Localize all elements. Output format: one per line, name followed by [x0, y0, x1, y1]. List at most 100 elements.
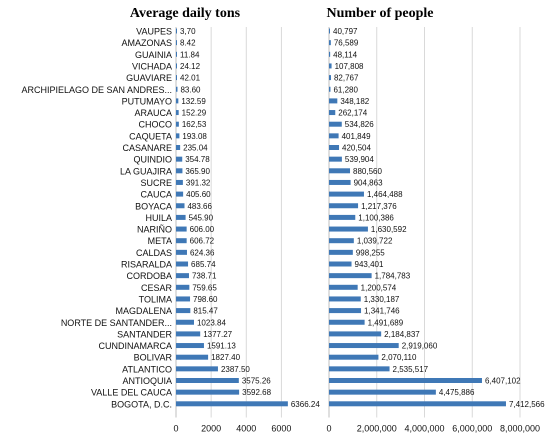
category-label: ARCHIPIELAGO DE SAN ANDRES... [21, 85, 172, 95]
bar [176, 366, 218, 372]
data-label: 1,039,722 [357, 237, 393, 246]
bar [176, 145, 181, 150]
data-label: 193.08 [182, 132, 207, 141]
data-label: 1023.84 [197, 318, 226, 327]
data-label: 606.00 [190, 225, 215, 234]
bar [176, 214, 186, 220]
data-label: 545.90 [189, 213, 214, 222]
bar [176, 40, 177, 46]
data-label: 152.29 [182, 109, 207, 118]
x-tick-label: 8,000,000 [500, 423, 540, 433]
data-label: 162,53 [182, 120, 207, 129]
data-label: 235.04 [183, 144, 208, 153]
data-label: 904,863 [354, 178, 383, 187]
data-label: 82,767 [334, 74, 359, 83]
category-label: GUAINIA [135, 50, 172, 60]
data-label: 1,200,574 [361, 283, 397, 292]
data-label: 4,475,886 [439, 388, 475, 397]
data-label: 405.60 [186, 190, 211, 199]
bar [176, 343, 204, 349]
category-label: VALLE DEL CAUCA [91, 388, 172, 398]
bar [176, 28, 177, 34]
category-label: LA GUAJIRA [120, 166, 172, 176]
bar [176, 331, 201, 337]
bar [176, 133, 180, 139]
bar [176, 75, 177, 81]
bar [329, 331, 382, 337]
bar [329, 343, 399, 349]
bar [176, 63, 177, 69]
category-label: META [148, 236, 172, 246]
bar [176, 273, 189, 279]
bar [329, 378, 482, 383]
data-label: 943,401 [355, 260, 384, 269]
bar [329, 51, 331, 57]
category-label: CALDAS [136, 248, 172, 258]
data-label: 107,808 [335, 62, 364, 71]
data-label: 24.12 [180, 62, 201, 71]
category-label: CUNDINAMARCA [98, 341, 172, 351]
data-label: 1,464,488 [367, 190, 403, 199]
data-label: 1377.27 [203, 330, 232, 339]
data-label: 539,904 [345, 155, 374, 164]
bar [329, 273, 372, 279]
category-label: SANTANDER [117, 329, 172, 339]
data-label: 1,491,689 [368, 318, 404, 327]
category-label: BOYACA [135, 201, 172, 211]
bar [329, 284, 358, 290]
category-label: CAQUETA [129, 131, 172, 141]
category-label: CAUCA [140, 190, 172, 200]
bar [329, 179, 351, 185]
data-label: 1,330,187 [364, 295, 400, 304]
category-label: ATLANTICO [122, 364, 172, 374]
data-label: 348,182 [340, 97, 369, 106]
data-label: 40,797 [333, 27, 358, 36]
data-label: 1827.40 [211, 353, 240, 362]
bar [329, 121, 342, 127]
bar [329, 214, 356, 220]
bar [176, 226, 187, 232]
category-label: PUTUMAYO [122, 96, 172, 106]
bar [176, 110, 179, 116]
category-label: CHOCO [139, 120, 173, 130]
category-label: HUILA [145, 213, 172, 223]
bar [329, 203, 359, 209]
data-label: 815.47 [193, 307, 218, 316]
bar [329, 86, 331, 92]
category-label: SUCRE [140, 178, 172, 188]
right-chart-people: 0 2,000,000 4,000,000 6,000,000 8,000,000 40,… [326, 27, 545, 433]
category-label: CORDOBA [126, 271, 172, 281]
bar [329, 28, 330, 34]
category-label: BOGOTA, D.C. [111, 399, 172, 409]
bar [176, 86, 178, 92]
bar [329, 75, 331, 81]
data-label: 998,255 [356, 248, 385, 257]
data-label: 61,280 [333, 85, 358, 94]
x-tick-label: 2,000,000 [357, 423, 397, 433]
bar [329, 156, 342, 162]
bar [329, 40, 331, 46]
bar [329, 168, 351, 174]
x-tick-label: 4000 [236, 423, 256, 433]
bar [329, 98, 338, 104]
bar [329, 366, 390, 372]
bar [329, 261, 352, 267]
x-tick-label: 6,000,000 [452, 423, 492, 433]
bar [176, 121, 179, 127]
bar [176, 156, 183, 162]
data-label: 685.74 [191, 260, 216, 269]
category-label: VAUPES [136, 27, 172, 37]
bar [176, 319, 194, 325]
bar [329, 354, 379, 360]
bar [176, 378, 239, 383]
category-label: QUINDIO [133, 155, 172, 165]
category-label: GUAVIARE [126, 73, 172, 83]
bar [176, 203, 185, 209]
data-label: 3592.68 [242, 388, 271, 397]
bar [329, 110, 336, 116]
category-label: VICHADA [132, 61, 172, 71]
data-label: 534,826 [345, 120, 374, 129]
bar [329, 296, 361, 302]
category-label: CESAR [141, 283, 173, 293]
